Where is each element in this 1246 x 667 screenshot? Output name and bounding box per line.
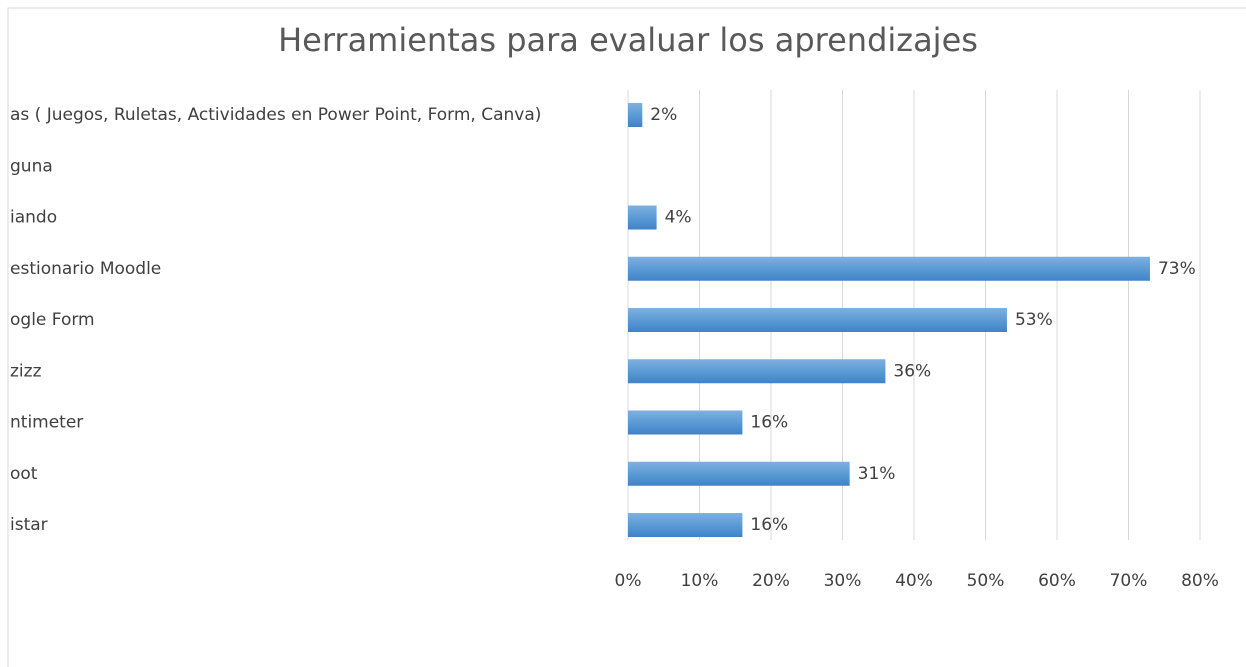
data-label: 53% xyxy=(1015,310,1053,330)
y-tick-label: iando xyxy=(10,208,57,228)
y-tick-label: oot xyxy=(10,464,38,484)
y-tick-label: estionario Moodle xyxy=(10,259,161,279)
x-tick-label: 40% xyxy=(895,571,933,591)
x-tick-label: 30% xyxy=(824,571,862,591)
bar xyxy=(628,359,886,384)
chart-border xyxy=(7,7,1246,667)
data-label: 2% xyxy=(650,105,677,125)
bar xyxy=(628,205,657,230)
x-tick-label: 0% xyxy=(615,571,642,591)
y-tick-label: istar xyxy=(10,515,48,535)
bar xyxy=(628,103,643,127)
y-tick-label: as ( Juegos, Ruletas, Actividades en Pow… xyxy=(10,105,541,125)
bar xyxy=(628,461,850,486)
y-tick-label: ntimeter xyxy=(10,413,83,433)
y-tick-label: guna xyxy=(10,156,53,176)
bar xyxy=(628,308,1007,332)
data-label: 16% xyxy=(750,515,788,535)
y-tick-label: zizz xyxy=(10,361,42,381)
x-tick-label: 70% xyxy=(1110,571,1148,591)
y-tick-label: ogle Form xyxy=(10,310,95,330)
x-tick-label: 10% xyxy=(681,571,719,591)
data-label: 36% xyxy=(893,361,931,381)
data-label: 16% xyxy=(750,413,788,433)
bar xyxy=(628,513,743,537)
data-label: 73% xyxy=(1158,259,1196,279)
data-label: 31% xyxy=(858,464,896,484)
x-tick-label: 80% xyxy=(1181,571,1219,591)
x-tick-label: 50% xyxy=(967,571,1005,591)
x-tick-label: 20% xyxy=(752,571,790,591)
data-label: 4% xyxy=(665,208,692,228)
chart-title: Herramientas para evaluar los aprendizaj… xyxy=(278,21,978,59)
bar xyxy=(628,410,743,435)
x-tick-label: 60% xyxy=(1038,571,1076,591)
bar xyxy=(628,256,1150,281)
